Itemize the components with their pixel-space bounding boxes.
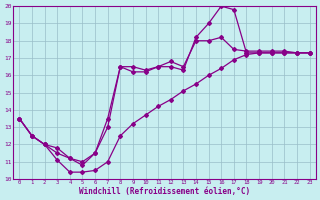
X-axis label: Windchill (Refroidissement éolien,°C): Windchill (Refroidissement éolien,°C) [79,187,250,196]
